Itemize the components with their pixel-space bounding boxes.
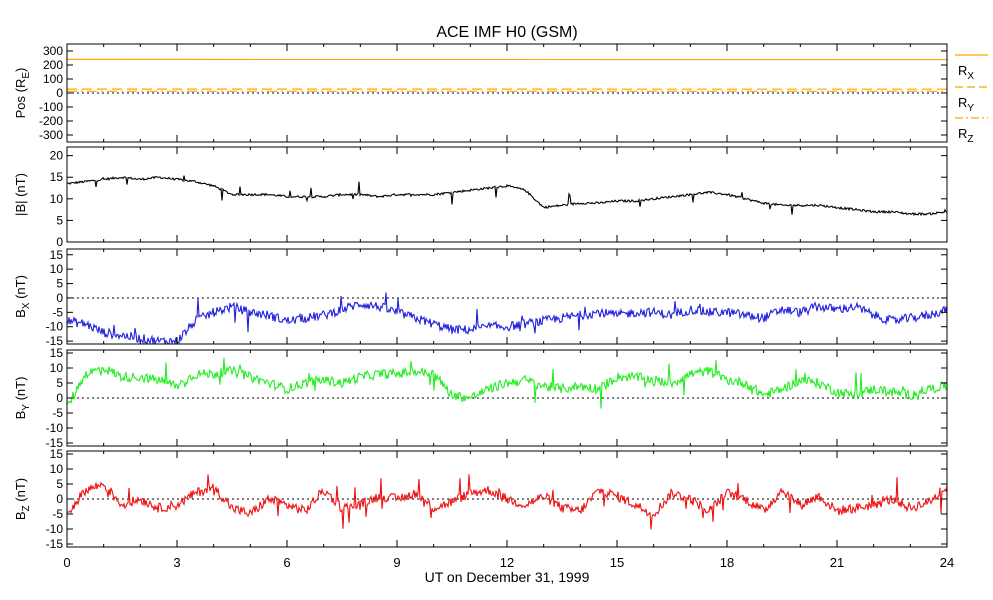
legend-label-main: R	[958, 63, 967, 78]
y-tick-label: -5	[52, 406, 63, 420]
y-tick-label: 200	[43, 58, 63, 72]
y-tick-label: 100	[43, 72, 63, 86]
y-tick-label: 5	[56, 376, 63, 390]
y-axis-title-sub: Y	[21, 404, 32, 411]
y-axis-title-main: B	[13, 309, 28, 318]
y-tick-label: 15	[50, 346, 64, 360]
series-by-0	[67, 357, 947, 409]
x-tick-label: 9	[393, 555, 400, 570]
y-tick-label: -10	[46, 522, 64, 536]
y-axis-title-tail: )	[13, 68, 28, 72]
y-axis-title-sub: E	[21, 72, 32, 79]
legend-label-main: R	[958, 95, 967, 110]
y-tick-label: -100	[39, 100, 63, 114]
legend-label-sub: X	[967, 71, 974, 82]
y-tick-label: 5	[56, 213, 63, 227]
y-tick-label: -200	[39, 114, 63, 128]
y-tick-label: -10	[46, 320, 64, 334]
x-tick-label: 0	[63, 555, 70, 570]
y-tick-label: -15	[46, 436, 64, 450]
y-tick-label: 0	[56, 86, 63, 100]
y-tick-label: 10	[50, 192, 64, 206]
y-tick-label: -300	[39, 128, 63, 142]
x-axis-title: UT on December 31, 1999	[425, 569, 590, 585]
y-tick-label: 5	[56, 477, 63, 491]
panel-bmag: 20 15 10 5 0 |B| (nT)	[13, 146, 948, 249]
y-axis-title-main: Pos (R	[13, 79, 28, 119]
y-tick-label: -10	[46, 421, 64, 435]
y-axis-title-bmag: |B| (nT)	[13, 173, 28, 216]
x-axis-labels: 0 3 6 9 12 15 18 21 24	[63, 555, 954, 570]
panel-frame	[66, 146, 948, 243]
chart-title: ACE IMF H0 (GSM)	[436, 24, 577, 41]
y-axis-title-sub: X	[21, 302, 32, 309]
y-tick-label: 15	[50, 170, 64, 184]
y-axis-title-tail: (nT)	[13, 478, 28, 505]
y-tick-label: 20	[50, 149, 64, 163]
y-axis-title-main: B	[13, 411, 28, 420]
x-tick-label: 6	[283, 555, 290, 570]
y-tick-label: -15	[46, 537, 64, 551]
panel-frame	[66, 248, 948, 345]
x-tick-label: 24	[940, 555, 954, 570]
y-tick-label: -5	[52, 305, 63, 319]
legend-label-1: RY	[958, 95, 974, 114]
x-tick-label: 3	[173, 555, 180, 570]
y-tick-label: 15	[50, 248, 64, 262]
y-tick-label: 10	[50, 262, 64, 276]
y-tick-label: 0	[56, 492, 63, 506]
y-tick-label: 0	[56, 291, 63, 305]
y-axis-title-pos: Pos (RE)	[13, 68, 32, 119]
legend-label-0: RX	[958, 63, 974, 82]
y-tick-label: 10	[50, 361, 64, 375]
y-tick-label: 5	[56, 277, 63, 291]
y-tick-label: 15	[50, 447, 64, 461]
x-tick-label: 12	[500, 555, 514, 570]
series-bz-0	[67, 474, 947, 530]
y-axis-title-sub: Z	[21, 505, 32, 511]
y-tick-label: -15	[46, 334, 64, 348]
y-tick-label: 0	[56, 235, 63, 249]
y-tick-label: 0	[56, 391, 63, 405]
y-tick-label: -5	[52, 507, 63, 521]
y-axis-title-main: B	[13, 511, 28, 520]
y-axis-title-by: BY (nT)	[13, 377, 32, 420]
y-axis-title-tail: (nT)	[13, 377, 28, 404]
y-tick-label: 10	[50, 462, 64, 476]
y-axis-title-bz: BZ (nT)	[13, 478, 32, 520]
legend-label-sub: Z	[967, 134, 973, 145]
y-axis-title-main: |B| (nT)	[13, 173, 28, 216]
series-bmag-0	[67, 175, 947, 217]
x-tick-label: 18	[720, 555, 734, 570]
x-tick-label: 21	[830, 555, 844, 570]
y-axis-title-tail: (nT)	[13, 275, 28, 302]
series-bx-0	[67, 292, 947, 344]
legend-label-sub: Y	[967, 103, 974, 114]
y-axis-title-bx: BX (nT)	[13, 275, 32, 318]
x-tick-label: 15	[610, 555, 624, 570]
legend-label-main: R	[958, 126, 967, 141]
y-tick-label: 300	[43, 44, 63, 58]
legend-label-2: RZ	[958, 126, 974, 145]
